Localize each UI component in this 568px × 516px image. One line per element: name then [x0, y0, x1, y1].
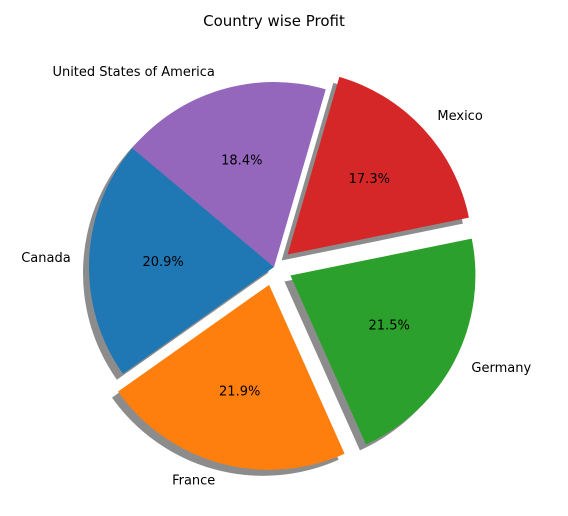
category-label-mexico: Mexico	[437, 109, 482, 124]
percent-label-united-states-of-america: 18.4%	[221, 153, 262, 168]
slice-germany	[290, 238, 476, 445]
slice-canada	[88, 148, 275, 374]
chart-title: Country wise Profit	[203, 12, 345, 30]
category-label-france: France	[172, 474, 215, 489]
percent-label-canada: 20.9%	[142, 255, 183, 270]
slice-mexico	[287, 76, 469, 255]
percent-label-france: 21.9%	[219, 384, 260, 399]
percent-label-germany: 21.5%	[369, 319, 410, 334]
slice-france	[118, 284, 345, 470]
slices	[88, 76, 476, 470]
percent-label-mexico: 17.3%	[349, 172, 390, 187]
slice-united-states-of-america	[132, 81, 326, 267]
slice-labels: Canada 20.9% France 21.9% Germany 21.5% Mexico…	[21, 65, 531, 489]
category-label-united-states-of-america: United States of America	[52, 65, 214, 80]
category-label-canada: Canada	[21, 251, 70, 266]
category-label-germany: Germany	[471, 361, 531, 376]
